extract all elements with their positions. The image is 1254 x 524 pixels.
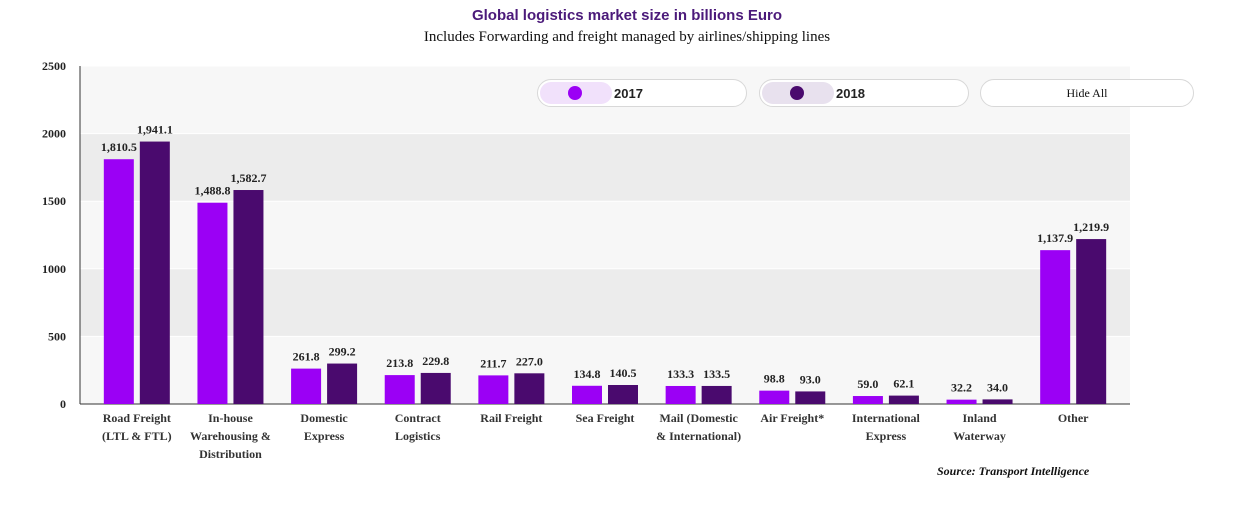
x-tick-label: Rail Freight	[480, 411, 542, 425]
x-tick-label: Sea Freight	[576, 411, 635, 425]
data-label: 59.0	[857, 377, 878, 391]
x-tick-label: Air Freight*	[760, 411, 824, 425]
x-tick-label: Express	[866, 429, 907, 443]
x-tick-label: Mail (Domestic	[659, 411, 738, 425]
bar-2017	[384, 375, 415, 404]
chart-subtitle: Includes Forwarding and freight managed …	[423, 29, 831, 45]
y-tick-label: 2500	[42, 59, 66, 73]
bar-2018	[701, 385, 732, 404]
data-label: 93.0	[800, 372, 821, 386]
x-tick-label: Inland	[963, 411, 997, 425]
legend-label-2017: 2017	[614, 86, 643, 101]
data-label: 211.7	[480, 356, 506, 370]
x-tick-label: In-house	[208, 411, 253, 425]
bar-2018	[888, 395, 919, 404]
bar-2017	[946, 399, 977, 404]
data-label: 98.8	[764, 372, 785, 386]
x-tick-label: Express	[304, 429, 345, 443]
x-tick-label: Waterway	[953, 429, 1006, 443]
bar-2017	[103, 159, 134, 404]
data-label: 261.8	[293, 350, 320, 364]
y-tick-label: 0	[60, 397, 66, 411]
x-tick-label: & International)	[656, 429, 741, 443]
data-label: 1,137.9	[1037, 231, 1073, 245]
hide-all-button[interactable]: Hide All	[980, 79, 1194, 107]
legend-toggle-2017[interactable]: 2017	[537, 79, 747, 107]
x-tick-label: Other	[1058, 411, 1089, 425]
data-label: 1,488.8	[194, 184, 230, 198]
data-label: 227.0	[516, 354, 543, 368]
legend-toggle-2018[interactable]: 2018	[759, 79, 969, 107]
bar-2018	[233, 190, 264, 404]
data-label: 1,219.9	[1073, 220, 1109, 234]
chart-title: Global logistics market size in billions…	[471, 7, 783, 24]
data-label: 1,810.5	[101, 140, 137, 154]
bar-2018	[982, 399, 1013, 404]
bar-2017	[291, 368, 322, 404]
bar-2017	[478, 375, 509, 404]
data-label: 1,582.7	[230, 171, 266, 185]
x-tick-label: Contract	[395, 411, 441, 425]
bar-2017	[852, 396, 883, 404]
y-tick-label: 1000	[42, 262, 66, 276]
bar-2017	[665, 385, 696, 404]
data-label: 140.5	[610, 366, 637, 380]
legend-dot-2018-icon	[790, 86, 804, 100]
bar-2017	[197, 202, 228, 404]
data-label: 133.5	[703, 367, 730, 381]
x-tick-label: Warehousing &	[190, 429, 271, 443]
bar-2018	[1076, 239, 1107, 404]
bar-2017	[1040, 250, 1071, 404]
bar-2018	[795, 391, 826, 404]
y-tick-label: 500	[48, 329, 66, 343]
x-tick-label: Logistics	[395, 429, 441, 443]
legend-label-2018: 2018	[836, 86, 865, 101]
data-label: 62.1	[893, 377, 914, 391]
bar-2017	[572, 385, 602, 404]
data-label: 299.2	[329, 345, 356, 359]
plot-band	[80, 133, 1130, 202]
y-tick-label: 2000	[42, 127, 66, 141]
bar-2018	[608, 385, 638, 404]
data-label: 213.8	[386, 356, 413, 370]
data-label: 34.0	[987, 380, 1008, 394]
data-label: 134.8	[574, 367, 601, 381]
legend-dot-2017-icon	[568, 86, 582, 100]
bar-2018	[514, 373, 545, 404]
x-tick-label: Domestic	[300, 411, 348, 425]
x-tick-label: Distribution	[199, 447, 262, 461]
bar-2017	[759, 390, 790, 404]
data-label: 1,941.1	[137, 123, 173, 137]
bar-2018	[420, 372, 451, 404]
source-note: Source: Transport Intelligence	[937, 464, 1090, 478]
bar-2018	[139, 141, 170, 404]
y-tick-label: 1500	[42, 194, 66, 208]
data-label: 32.2	[951, 381, 972, 395]
bar-2018	[327, 363, 358, 404]
x-tick-label: International	[852, 411, 921, 425]
data-label: 133.3	[667, 367, 694, 381]
x-tick-label: Road Freight	[103, 411, 171, 425]
x-tick-label: (LTL & FTL)	[102, 429, 172, 443]
data-label: 229.8	[422, 354, 449, 368]
